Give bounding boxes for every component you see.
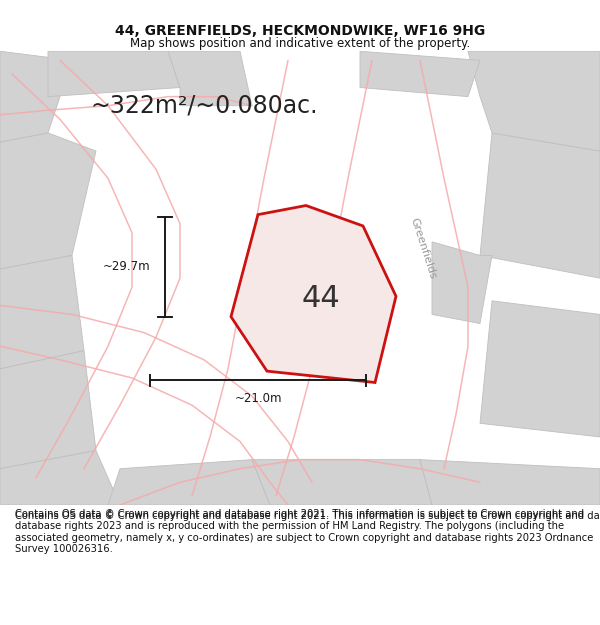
Polygon shape <box>0 256 84 369</box>
Polygon shape <box>468 51 600 151</box>
Polygon shape <box>480 301 600 437</box>
Polygon shape <box>108 459 270 505</box>
Polygon shape <box>0 351 96 469</box>
Text: ~21.0m: ~21.0m <box>234 391 282 404</box>
Polygon shape <box>252 459 432 505</box>
Polygon shape <box>432 242 492 324</box>
Text: Greenfields: Greenfields <box>409 217 437 281</box>
Polygon shape <box>48 51 180 97</box>
Text: ~29.7m: ~29.7m <box>103 260 150 273</box>
Polygon shape <box>480 133 600 278</box>
Polygon shape <box>0 451 120 505</box>
Polygon shape <box>420 459 600 505</box>
Polygon shape <box>0 133 96 269</box>
Text: ~322m²/~0.080ac.: ~322m²/~0.080ac. <box>90 94 318 118</box>
Polygon shape <box>0 51 72 142</box>
Text: Contains OS data © Crown copyright and database right 2021. This information is : Contains OS data © Crown copyright and d… <box>15 511 600 521</box>
Text: 44, GREENFIELDS, HECKMONDWIKE, WF16 9HG: 44, GREENFIELDS, HECKMONDWIKE, WF16 9HG <box>115 24 485 38</box>
Polygon shape <box>360 51 480 97</box>
Polygon shape <box>168 51 252 106</box>
Text: Contains OS data © Crown copyright and database right 2021. This information is : Contains OS data © Crown copyright and d… <box>15 509 593 554</box>
Text: Map shows position and indicative extent of the property.: Map shows position and indicative extent… <box>130 38 470 51</box>
Polygon shape <box>231 206 396 382</box>
Text: 44: 44 <box>302 284 340 313</box>
